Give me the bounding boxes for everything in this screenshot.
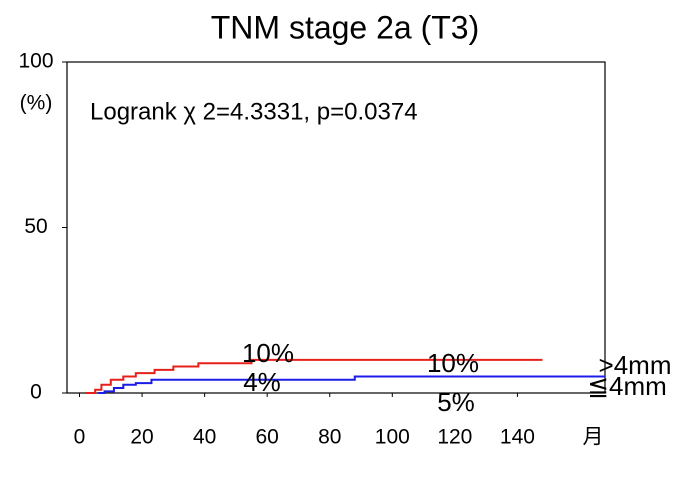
x-tick-label: 100 [375, 426, 410, 449]
step-line [85, 358, 543, 394]
x-tick-label: 80 [318, 426, 341, 449]
x-tick-label: 120 [437, 426, 472, 449]
step-line [98, 375, 605, 394]
series-label: >4mm [599, 350, 672, 380]
series-label: ≦4mm [587, 371, 667, 401]
annotation: 10% [242, 338, 294, 368]
y-tick-label: 50 [24, 215, 47, 238]
annotation: 5% [437, 387, 475, 417]
x-tick-label: 20 [130, 426, 153, 449]
x-axis-label: 月 [583, 426, 604, 449]
x-tick-label: 40 [193, 426, 216, 449]
y-axis-label: (%) [20, 92, 53, 115]
y-tick-label: 0 [30, 381, 42, 404]
x-tick-label: 60 [256, 426, 279, 449]
y-tick-label: 100 [18, 50, 53, 73]
annotation: 10% [427, 348, 479, 378]
x-tick-label: 140 [500, 426, 535, 449]
x-tick-label: 0 [74, 426, 86, 449]
annotation: 4% [243, 367, 281, 397]
stat-text: Logrank χ 2=4.3331, p=0.0374 [90, 98, 418, 125]
chart-title: TNM stage 2a (T3) [211, 9, 480, 45]
